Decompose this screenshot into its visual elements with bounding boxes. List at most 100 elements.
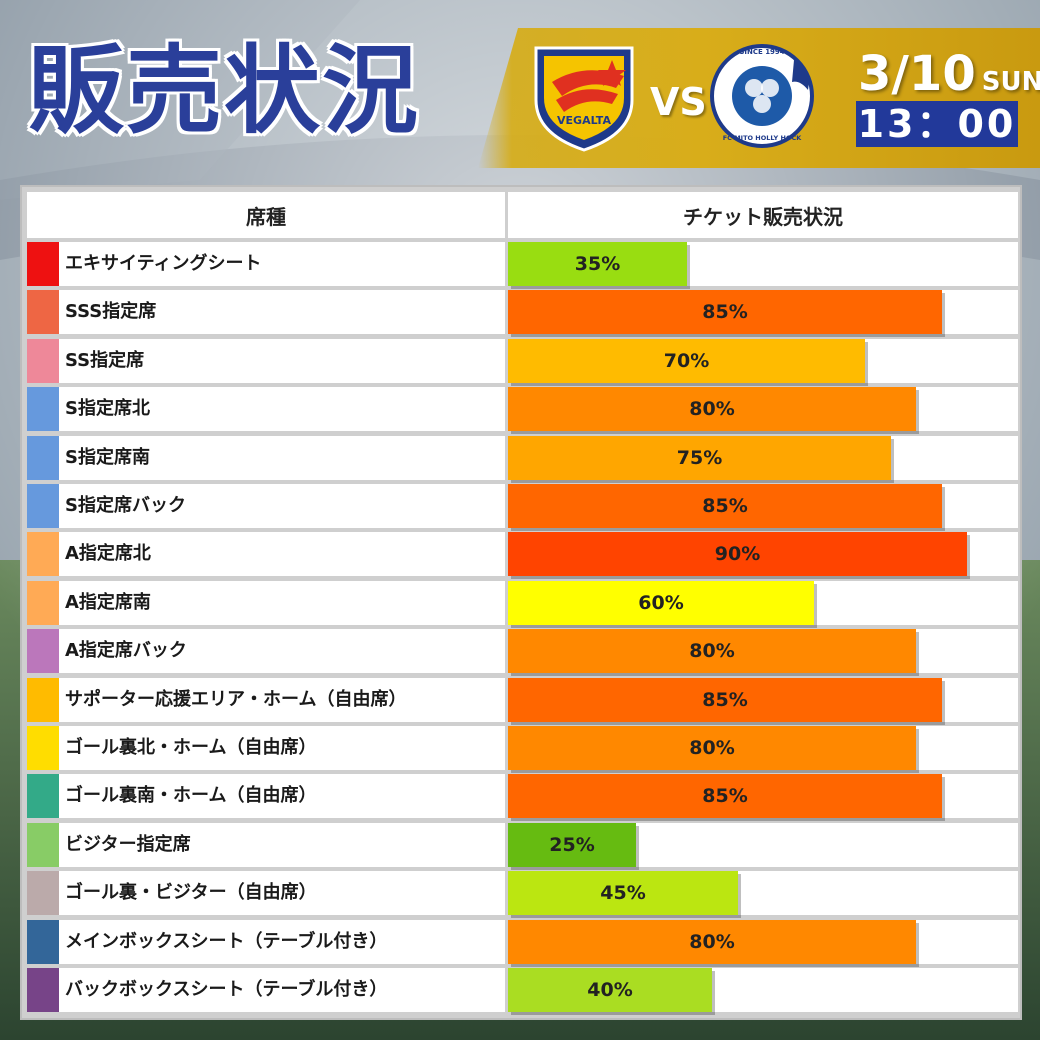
sales-percent-label: 90% xyxy=(714,543,761,565)
seat-color-swatch xyxy=(27,920,59,964)
sales-bar-track: 80% xyxy=(508,387,1018,431)
seat-row: サポーター応援エリア・ホーム（自由席） xyxy=(27,678,505,722)
seat-color-swatch xyxy=(27,629,59,673)
sales-bar xyxy=(508,387,916,431)
seat-type-label: S指定席北 xyxy=(65,398,150,419)
sales-percent-label: 85% xyxy=(702,689,748,711)
seat-type-label: ゴール裏北・ホーム（自由席） xyxy=(65,737,317,758)
sales-bar-track: 85% xyxy=(508,290,1018,334)
mito-hollyhock-crest-icon: SINCE 1994 FC MITO HOLLY HOCK xyxy=(710,44,814,148)
seat-type-label: S指定席バック xyxy=(65,495,186,516)
sales-bar-track: 85% xyxy=(508,678,1018,722)
seat-color-swatch xyxy=(27,871,59,915)
seat-row: S指定席北 xyxy=(27,387,505,431)
sales-percent-label: 80% xyxy=(689,931,735,953)
seat-row: ゴール裏・ビジター（自由席） xyxy=(27,871,505,915)
sales-bar xyxy=(508,726,916,770)
sales-bar-track: 70% xyxy=(508,339,1018,383)
sales-bar xyxy=(508,242,687,286)
kickoff-time: 13：00 xyxy=(856,101,1018,147)
sales-bar-track: 80% xyxy=(508,920,1018,964)
seat-color-swatch xyxy=(27,484,59,528)
sales-bar xyxy=(508,678,942,722)
seat-row: バックボックスシート（テーブル付き） xyxy=(27,968,505,1012)
sales-bar xyxy=(508,871,738,915)
sales-status-header: チケット販売状況 xyxy=(508,192,1018,238)
seat-type-label: ゴール裏南・ホーム（自由席） xyxy=(65,785,317,806)
seat-row: SSS指定席 xyxy=(27,290,505,334)
seat-row: ビジター指定席 xyxy=(27,823,505,867)
seat-color-swatch xyxy=(27,532,59,576)
seat-type-label: A指定席北 xyxy=(65,543,151,564)
sales-bar xyxy=(508,629,916,673)
seat-type-label: SS指定席 xyxy=(65,350,145,371)
sales-bar xyxy=(508,484,942,528)
match-day-of-week: SUN xyxy=(981,67,1040,97)
seat-color-swatch xyxy=(27,339,59,383)
ticket-status-table: 席種 チケット販売状況 エキサイティングシート 35% SSS指定席 85% SS指定席… xyxy=(20,185,1022,1020)
sales-bar-track: 60% xyxy=(508,581,1018,625)
sales-bar xyxy=(508,532,967,576)
seat-row: メインボックスシート（テーブル付き） xyxy=(27,920,505,964)
sales-bar-track: 80% xyxy=(508,629,1018,673)
seat-color-swatch xyxy=(27,581,59,625)
match-date: 3/10 SUN xyxy=(858,48,1040,100)
seat-type-label: メインボックスシート（テーブル付き） xyxy=(65,931,388,952)
seat-row: A指定席北 xyxy=(27,532,505,576)
sales-percent-label: 85% xyxy=(702,301,748,323)
seat-color-swatch xyxy=(27,968,59,1012)
match-date-day: 3/10 xyxy=(858,46,976,102)
seat-type-label: ビジター指定席 xyxy=(65,834,191,855)
sales-bar xyxy=(508,823,636,867)
sales-percent-label: 35% xyxy=(574,253,621,275)
vegalta-sendai-crest-icon: VEGALTA xyxy=(534,46,634,152)
sales-bar xyxy=(508,290,942,334)
seat-row: ゴール裏北・ホーム（自由席） xyxy=(27,726,505,770)
sales-percent-label: 80% xyxy=(689,737,735,759)
seat-row: エキサイティングシート xyxy=(27,242,505,286)
seat-color-swatch xyxy=(27,823,59,867)
seat-color-swatch xyxy=(27,774,59,818)
sales-percent-label: 60% xyxy=(638,592,684,614)
sales-percent-label: 70% xyxy=(663,350,710,372)
sales-bar xyxy=(508,581,814,625)
sales-percent-label: 40% xyxy=(587,979,633,1001)
seat-color-swatch xyxy=(27,387,59,431)
seat-type-label: A指定席バック xyxy=(65,640,187,661)
svg-text:VEGALTA: VEGALTA xyxy=(557,114,611,127)
seat-color-swatch xyxy=(27,678,59,722)
seat-type-label: S指定席南 xyxy=(65,447,150,468)
sales-bar xyxy=(508,968,712,1012)
sales-bar-track: 35% xyxy=(508,242,1018,286)
sales-bar xyxy=(508,339,865,383)
seat-row: A指定席南 xyxy=(27,581,505,625)
seat-type-label: サポーター応援エリア・ホーム（自由席） xyxy=(65,689,407,710)
sales-bar xyxy=(508,920,916,964)
vs-label: VS xyxy=(650,80,707,124)
sales-bar-track: 25% xyxy=(508,823,1018,867)
svg-text:SINCE 1994: SINCE 1994 xyxy=(739,48,784,56)
svg-text:FC MITO HOLLY HOCK: FC MITO HOLLY HOCK xyxy=(723,134,803,142)
seat-row: ゴール裏南・ホーム（自由席） xyxy=(27,774,505,818)
sales-percent-label: 80% xyxy=(689,398,735,420)
sales-bar-track: 85% xyxy=(508,484,1018,528)
seat-color-swatch xyxy=(27,290,59,334)
sales-percent-label: 25% xyxy=(549,834,595,856)
seat-type-label: バックボックスシート（テーブル付き） xyxy=(65,979,388,1000)
sales-percent-label: 75% xyxy=(676,447,723,469)
sales-bar-track: 45% xyxy=(508,871,1018,915)
seat-row: S指定席南 xyxy=(27,436,505,480)
sales-percent-label: 85% xyxy=(702,495,748,517)
sales-bar xyxy=(508,436,891,480)
sales-bar-track: 75% xyxy=(508,436,1018,480)
seat-color-swatch xyxy=(27,726,59,770)
seat-row: A指定席バック xyxy=(27,629,505,673)
sales-bar-track: 85% xyxy=(508,774,1018,818)
sales-percent-label: 85% xyxy=(702,785,748,807)
seat-color-swatch xyxy=(27,436,59,480)
seat-type-header: 席種 xyxy=(27,192,505,238)
seat-type-label: エキサイティングシート xyxy=(65,253,262,274)
sales-bar-track: 40% xyxy=(508,968,1018,1012)
seat-type-label: A指定席南 xyxy=(65,592,151,613)
seat-row: SS指定席 xyxy=(27,339,505,383)
